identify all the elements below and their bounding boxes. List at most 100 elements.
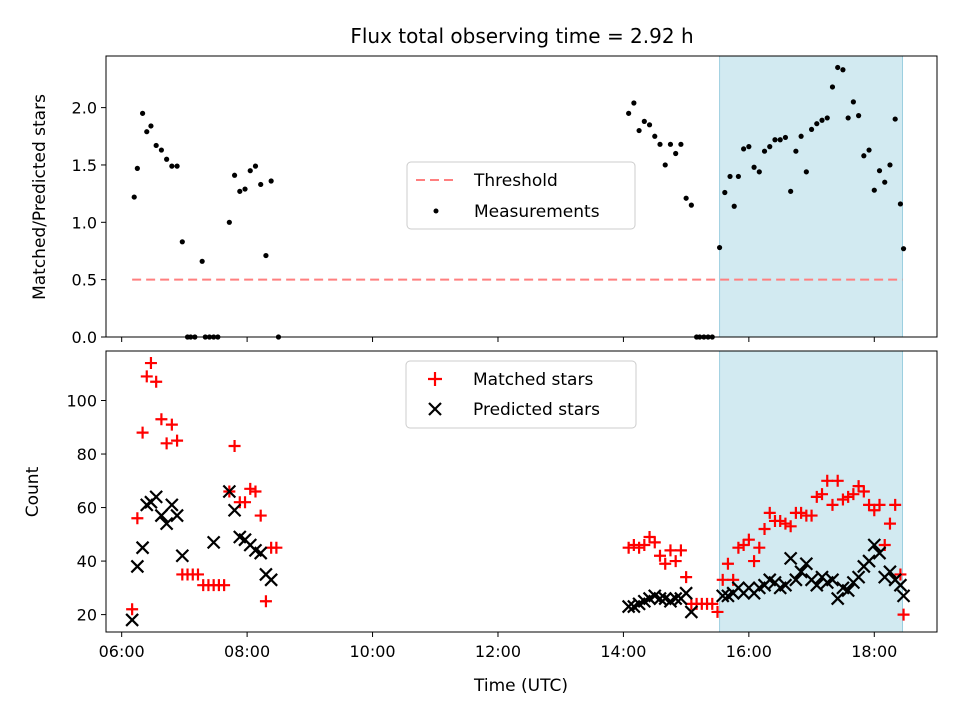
- matched-point: [753, 541, 766, 554]
- predicted-point: [810, 578, 824, 592]
- measurement-point: [258, 181, 264, 188]
- matched-point: [155, 413, 168, 426]
- measurement-point: [678, 141, 684, 147]
- predicted-point: [222, 484, 237, 499]
- predicted-point: [253, 546, 268, 560]
- measurement-point: [840, 67, 846, 73]
- matched-point: [654, 549, 666, 562]
- predicted-point: [165, 498, 179, 512]
- measurement-point: [876, 168, 883, 174]
- matched-point: [239, 496, 252, 509]
- matched-point: [732, 541, 745, 554]
- measurement-point: [134, 165, 140, 171]
- measurement-point: [727, 173, 733, 180]
- predicted-point: [684, 605, 699, 619]
- measurement-point: [662, 162, 668, 168]
- measurement-point: [716, 244, 723, 251]
- matched-point: [270, 541, 283, 554]
- measurement-point: [641, 118, 647, 124]
- bottom-legend: Matched stars Predicted stars: [405, 360, 637, 429]
- predicted-point: [154, 508, 169, 523]
- measurement-point: [772, 137, 778, 143]
- measurements-legend-swatch: [433, 208, 439, 214]
- measurement-point: [814, 121, 820, 127]
- matched-point: [664, 544, 677, 557]
- matched-point: [847, 488, 860, 501]
- bottom-x-ticks: 06:00 08:00 10:00 12:00 14:00 16:00 18:00: [99, 632, 897, 661]
- measurement-point: [263, 252, 269, 259]
- matched-point: [706, 597, 719, 610]
- matched-point: [659, 557, 672, 570]
- predicted-point: [872, 546, 887, 560]
- x-axis-label: Time (UTC): [473, 676, 568, 696]
- top-panel: 0.00.51.01.52.0 Matched/Predicted stars …: [30, 55, 938, 347]
- measurement-point: [871, 187, 877, 193]
- predicted-point: [668, 591, 683, 606]
- matched-point: [831, 474, 844, 487]
- predicted-point: [830, 591, 845, 606]
- measurement-point: [688, 202, 694, 208]
- y-tick-label: 100: [66, 392, 97, 411]
- bottom-panel: 20 40 60 80 100 06:00 08:00 10:00 12:00 14:00 16:…: [23, 350, 938, 696]
- measurement-point: [144, 129, 150, 135]
- matched-point: [165, 418, 178, 431]
- predicted-stars-points: [125, 484, 911, 627]
- predicted-point: [867, 538, 882, 552]
- matched-point: [868, 504, 881, 517]
- measurement-point: [788, 188, 794, 194]
- matched-point: [131, 512, 144, 525]
- matched-legend-label: Matched stars: [473, 370, 593, 390]
- matched-point: [774, 514, 787, 527]
- matched-point: [721, 557, 734, 570]
- predicted-point: [715, 589, 730, 603]
- predicted-legend-label: Predicted stars: [473, 400, 600, 420]
- matched-point: [842, 490, 855, 503]
- measurement-point: [139, 110, 146, 116]
- measurement-point: [153, 142, 159, 149]
- predicted-point: [799, 556, 814, 571]
- measurement-point: [164, 156, 170, 162]
- matched-legend-swatch: [428, 372, 442, 386]
- measurement-point: [231, 172, 238, 178]
- predicted-point: [851, 570, 866, 584]
- measurement-point: [247, 168, 253, 174]
- measurement-point: [242, 186, 248, 192]
- matched-point: [816, 488, 829, 501]
- matched-point: [857, 485, 870, 498]
- threshold-legend-label: Threshold: [473, 171, 558, 191]
- y-tick-label: 20: [77, 606, 97, 625]
- predicted-point: [653, 591, 667, 606]
- y-tick-label: 2.0: [72, 99, 97, 118]
- x-tick-label: 16:00: [726, 642, 772, 661]
- predicted-point: [175, 548, 190, 563]
- matched-point: [836, 493, 849, 506]
- measurement-point: [673, 150, 679, 157]
- measurement-point: [850, 99, 856, 105]
- measurement-point: [667, 141, 674, 147]
- measurement-point: [793, 148, 799, 154]
- measurement-point: [252, 163, 259, 169]
- measurement-point: [199, 258, 205, 264]
- predicted-point: [206, 535, 221, 550]
- y-tick-label: 40: [77, 552, 97, 571]
- y-tick-label: 60: [77, 499, 97, 518]
- measurement-point: [237, 188, 243, 194]
- y-tick-label: 1.0: [72, 213, 97, 232]
- matched-point: [140, 370, 153, 383]
- predicted-point: [170, 508, 184, 523]
- matched-point: [779, 517, 792, 530]
- predicted-point: [893, 578, 908, 592]
- measurement-point: [892, 116, 898, 122]
- predicted-point: [883, 565, 897, 579]
- measurement-point: [803, 169, 809, 175]
- matched-point: [795, 506, 808, 519]
- measurement-point: [887, 162, 893, 168]
- predicted-point: [778, 578, 793, 592]
- matched-point: [136, 426, 149, 439]
- y-tick-label: 80: [77, 445, 97, 464]
- matched-point: [763, 506, 776, 519]
- predicted-point: [896, 589, 911, 603]
- measurements-legend-label: Measurements: [474, 202, 600, 222]
- matched-point: [737, 539, 750, 552]
- matched-point: [254, 509, 267, 522]
